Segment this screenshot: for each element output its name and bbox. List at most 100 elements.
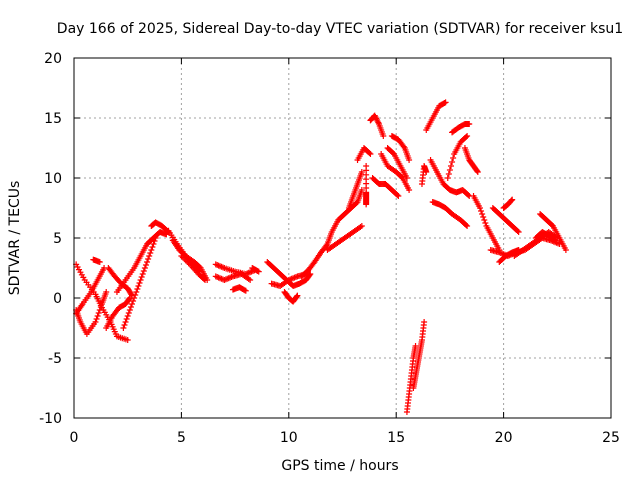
data-point <box>394 192 401 198</box>
series-arc-h <box>113 229 170 295</box>
data-point <box>132 292 139 298</box>
data-point <box>130 298 137 304</box>
data-point <box>474 168 481 174</box>
data-point <box>103 289 110 295</box>
data-point <box>395 193 402 199</box>
data-points <box>73 99 569 415</box>
data-point <box>255 268 262 275</box>
y-tick-label: 15 <box>44 111 62 127</box>
data-point <box>96 259 103 265</box>
data-point <box>127 304 134 310</box>
data-point <box>412 343 419 349</box>
data-point <box>200 276 207 282</box>
data-point <box>465 192 472 198</box>
data-point <box>149 244 156 250</box>
data-point <box>363 163 370 169</box>
series-arc-l <box>178 253 209 283</box>
series-arc-ae <box>410 319 428 391</box>
y-tick-label: 20 <box>44 51 62 67</box>
series-arc-ah <box>427 157 473 199</box>
y-tick-label: -10 <box>39 411 62 427</box>
data-point <box>463 134 470 140</box>
data-point <box>552 237 559 244</box>
data-point <box>124 313 131 319</box>
data-point <box>148 247 155 253</box>
data-point <box>464 223 471 229</box>
y-tick-label: 0 <box>53 291 62 307</box>
series-arc-u <box>324 223 365 253</box>
data-point <box>447 163 454 169</box>
data-point <box>446 167 453 173</box>
x-tick-label: 10 <box>280 430 298 446</box>
y-axis-label: SDTVAR / TECUs <box>7 181 23 296</box>
data-point <box>403 175 410 181</box>
data-point <box>92 319 99 325</box>
series-arc-v <box>345 169 365 211</box>
y-tick-label: 10 <box>44 171 62 187</box>
series-arc-ad <box>403 343 419 415</box>
data-point <box>442 99 449 106</box>
series-arc-at <box>496 247 522 265</box>
data-point <box>136 280 143 286</box>
series-arc-ag <box>423 99 449 133</box>
data-point <box>95 310 102 316</box>
data-point <box>406 157 413 163</box>
data-point <box>135 283 142 289</box>
grid-lines <box>74 58 611 418</box>
data-point <box>358 169 365 175</box>
data-point <box>137 277 144 283</box>
series-arc-as <box>532 229 559 244</box>
data-point <box>150 241 157 247</box>
series-arc-g <box>120 235 159 331</box>
data-point <box>123 316 130 322</box>
data-point <box>242 287 249 294</box>
data-point <box>406 187 413 193</box>
x-tick-label: 5 <box>177 430 186 446</box>
data-point <box>121 322 128 328</box>
series-arc-ak <box>449 121 473 136</box>
data-point <box>97 304 104 310</box>
data-point <box>466 121 473 127</box>
data-point <box>423 169 430 175</box>
x-tick-label: 0 <box>70 430 79 446</box>
series-arc-y <box>367 112 387 139</box>
series-arc-i <box>148 219 172 235</box>
data-point <box>509 196 516 203</box>
x-tick-label: 15 <box>387 430 405 446</box>
data-point <box>358 187 365 193</box>
series-arc-aa <box>369 175 402 199</box>
series-arc-n <box>212 271 254 283</box>
series-arc-ap <box>500 196 516 211</box>
data-point <box>124 337 131 343</box>
data-point <box>140 268 147 274</box>
x-tick-label: 25 <box>602 430 620 446</box>
series-arc-ac <box>384 145 410 181</box>
data-point <box>134 286 141 292</box>
data-point <box>122 319 129 325</box>
data-point <box>367 151 374 157</box>
data-point <box>463 222 470 228</box>
series-arc-ar <box>537 211 569 253</box>
data-point <box>293 293 300 300</box>
data-point <box>202 277 209 283</box>
data-point <box>146 253 153 259</box>
series-arc-af <box>418 163 430 187</box>
data-point <box>449 159 456 165</box>
data-point <box>380 133 387 139</box>
series-arc-e <box>103 295 133 331</box>
data-point <box>478 208 485 214</box>
data-point <box>551 236 558 243</box>
data-point <box>247 277 254 283</box>
data-point <box>358 223 365 229</box>
data-point <box>480 214 487 220</box>
series-arc-s <box>281 289 301 305</box>
data-point <box>126 307 133 313</box>
data-point <box>96 307 103 313</box>
data-point <box>120 325 127 331</box>
series-arc-c <box>73 265 108 317</box>
series-arc-ai <box>429 199 471 229</box>
data-point <box>479 211 486 217</box>
series-arc-am <box>470 193 503 253</box>
data-point <box>450 155 457 161</box>
